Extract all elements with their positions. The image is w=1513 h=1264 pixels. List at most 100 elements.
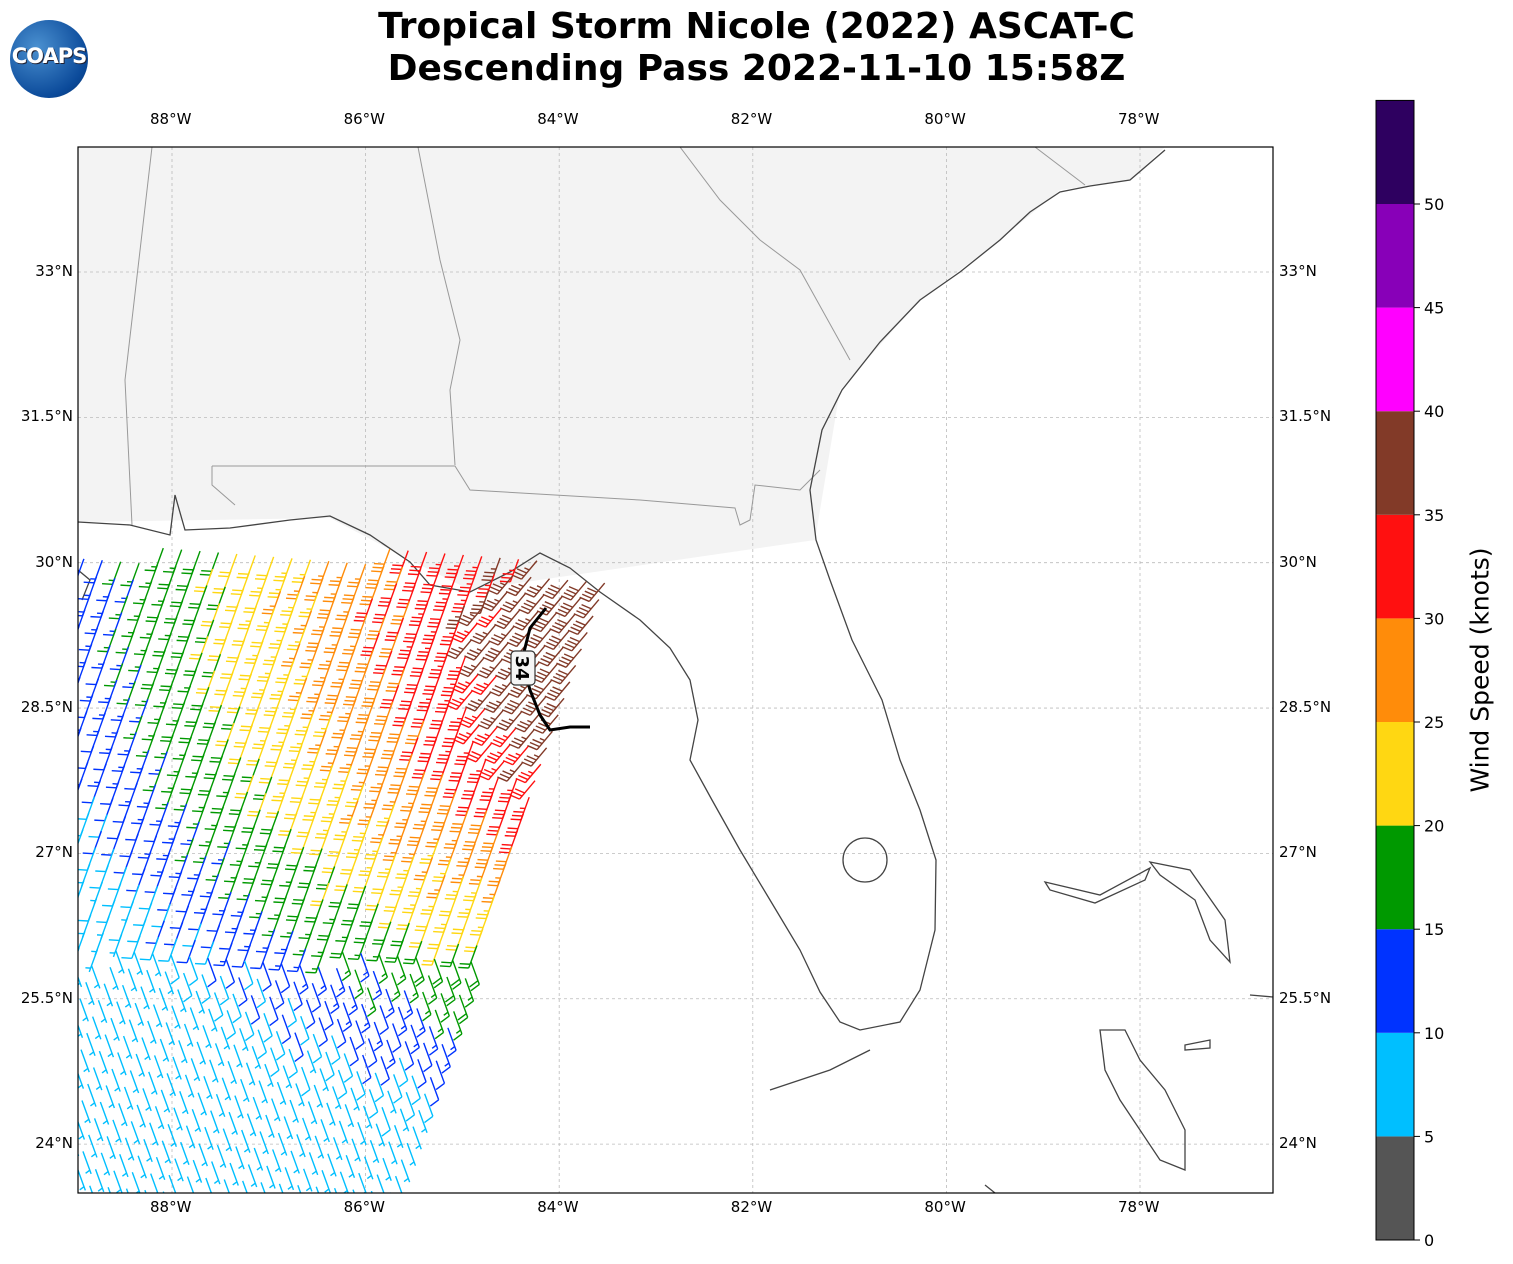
- wind-barb: [78, 1104, 79, 1105]
- wind-barb: [194, 941, 215, 965]
- wind-barb: [464, 641, 491, 661]
- wind-barb: [171, 1005, 181, 1029]
- wind-barb: [180, 1141, 190, 1165]
- wind-barb: [311, 983, 322, 1013]
- wind-barb: [444, 976, 456, 1007]
- wind-barb: [105, 1085, 116, 1109]
- wind-barb: [354, 969, 364, 1000]
- wind-barb: [97, 999, 108, 1023]
- wind-barb: [313, 1084, 324, 1108]
- wind-barb: [208, 1008, 218, 1032]
- wind-barb: [494, 609, 521, 630]
- wind-barb: [542, 579, 569, 600]
- wind-barb: [497, 762, 523, 782]
- wind-barb: [172, 1056, 182, 1080]
- wind-barb: [159, 1038, 170, 1062]
- wind-barb: [411, 1075, 421, 1106]
- wind-barb: [409, 973, 419, 1004]
- wind-barb: [302, 1168, 313, 1192]
- colorbar-bin: [1376, 307, 1414, 412]
- wind-barb: [297, 1185, 302, 1193]
- wind-barb: [215, 1093, 226, 1117]
- wind-barb: [133, 951, 144, 976]
- wind-barb: [561, 632, 588, 652]
- colorbar-tick-label: 15: [1424, 920, 1444, 939]
- wind-barb: [350, 1087, 360, 1111]
- wind-barb: [378, 954, 389, 985]
- wind-barb: [68, 1032, 76, 1055]
- wind-barb: [573, 599, 600, 619]
- wind-barb: [445, 639, 472, 660]
- colorbar-tick-label: 0: [1424, 1231, 1434, 1250]
- wind-barb: [203, 1076, 213, 1100]
- wind-barb: [277, 1132, 288, 1156]
- wind-barb: [282, 1065, 293, 1089]
- wind-barb: [103, 983, 114, 1007]
- wind-barb: [143, 1139, 153, 1163]
- wind-barb: [117, 1052, 127, 1076]
- wind-barb: [78, 947, 80, 953]
- wind-barb: [121, 984, 132, 1008]
- wind-barb: [324, 1000, 334, 1031]
- wind-barb: [121, 935, 141, 960]
- wind-barb: [477, 710, 504, 730]
- wind-barb: [307, 1101, 318, 1125]
- wind-barb: [423, 1093, 434, 1124]
- wind-barb: [295, 1083, 305, 1107]
- wind-barb: [116, 1001, 126, 1025]
- wind-barb: [319, 1068, 329, 1092]
- wind-barb: [441, 1044, 451, 1074]
- wind-barb: [139, 936, 160, 961]
- wind-barb: [385, 988, 395, 1019]
- wind-barb: [233, 1044, 243, 1068]
- wind-barb: [579, 582, 606, 603]
- wind-barb: [229, 1162, 239, 1186]
- wind-barb: [247, 1164, 258, 1188]
- wind-barb: [366, 937, 386, 962]
- wind-barb: [154, 1106, 165, 1130]
- wind-barb: [290, 1150, 300, 1174]
- wind-barb: [148, 1071, 158, 1095]
- wind-barb: [466, 742, 492, 763]
- gridlines: [78, 147, 1273, 1193]
- wind-barb: [470, 624, 496, 645]
- wind-barb: [444, 554, 465, 579]
- wind-barb: [268, 947, 288, 971]
- wind-barb: [511, 560, 538, 580]
- wind-barb: [109, 967, 119, 991]
- wind-barb: [81, 1100, 91, 1124]
- wind-barb: [251, 1045, 262, 1070]
- wind-barb: [135, 1053, 146, 1077]
- wind-barb: [151, 953, 162, 977]
- wind-barb: [198, 1143, 208, 1167]
- bottom-lon-tick: 84°W: [537, 1198, 579, 1216]
- wind-barb: [86, 1032, 96, 1056]
- wind-barb: [515, 763, 542, 784]
- wind-barb: [333, 1187, 338, 1193]
- wind-barb: [222, 1128, 233, 1152]
- wind-barb: [234, 1095, 244, 1119]
- wind-barb: [344, 1104, 355, 1128]
- top-lon-tick: 78°W: [1118, 110, 1160, 128]
- wind-barb: [110, 1017, 120, 1041]
- wind-barb: [556, 648, 583, 668]
- wind-barb: [119, 1154, 129, 1178]
- colorbar-tick-label: 5: [1424, 1127, 1434, 1146]
- wind-barb: [418, 1109, 428, 1133]
- wind-barb: [321, 1170, 331, 1193]
- wind-barb: [318, 1017, 329, 1047]
- wind-barb: [531, 663, 558, 683]
- wind-barb: [55, 643, 74, 666]
- wind-barb: [239, 1028, 249, 1052]
- wind-barb: [514, 712, 541, 733]
- wind-barb: [496, 711, 522, 731]
- bottom-lon-tick: 82°W: [730, 1198, 773, 1216]
- wind-barb: [325, 1051, 335, 1082]
- wind-barb: [399, 1108, 410, 1132]
- wind-barb: [289, 1099, 299, 1123]
- wind-barb: [440, 993, 450, 1023]
- title-line-1: Tropical Storm Nicole (2022) ASCAT-C: [378, 6, 1135, 47]
- wind-barb: [173, 1107, 183, 1131]
- wind-barb: [87, 1083, 97, 1107]
